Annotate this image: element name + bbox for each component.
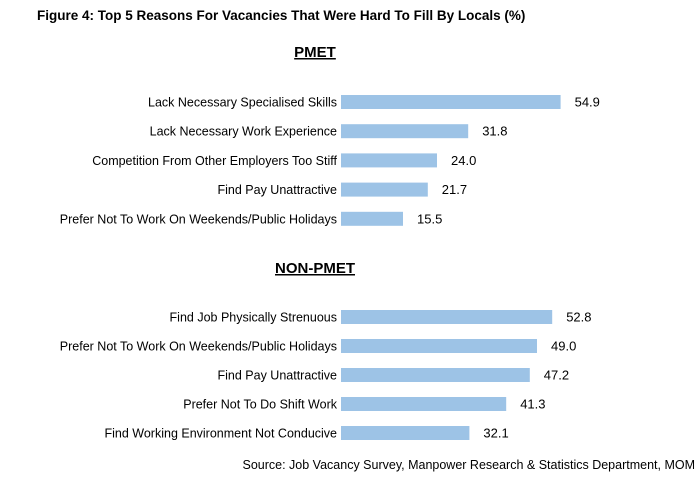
pmet-bar [341,153,437,168]
non-pmet-value-label: 49.0 [551,339,576,354]
pmet-section-title: PMET [294,44,336,61]
pmet-category-label: Prefer Not To Work On Weekends/Public Ho… [60,212,337,226]
pmet-bar [341,95,561,109]
non-pmet-section-title: NON-PMET [275,260,355,277]
pmet-category-label: Competition From Other Employers Too Sti… [92,154,337,168]
pmet-value-label: 54.9 [575,95,600,110]
pmet-value-label: 24.0 [451,153,476,168]
pmet-category-label: Lack Necessary Specialised Skills [148,96,337,110]
pmet-bar [341,211,403,226]
non-pmet-bar [341,426,470,440]
pmet-category-label: Find Pay Unattractive [218,183,338,197]
non-pmet-category-label: Find Working Environment Not Conducive [104,427,337,441]
non-pmet-category-label: Find Pay Unattractive [218,369,338,383]
non-pmet-value-label: 52.8 [566,310,591,325]
chart-title: Figure 4: Top 5 Reasons For Vacancies Th… [37,8,525,23]
pmet-panel: PMET Lack Necessary Specialised Skills 54… [60,44,600,226]
non-pmet-category-label: Prefer Not To Work On Weekends/Public Ho… [60,340,337,354]
pmet-value-label: 21.7 [442,182,467,197]
source-note: Source: Job Vacancy Survey, Manpower Res… [243,458,696,472]
non-pmet-bar [341,368,530,382]
non-pmet-panel: NON-PMET Find Job Physically Strenuous 52… [60,260,592,441]
pmet-category-label: Lack Necessary Work Experience [150,125,337,139]
non-pmet-bar [341,339,537,353]
non-pmet-category-label: Find Job Physically Strenuous [170,311,337,325]
pmet-bar [341,182,428,197]
non-pmet-category-label: Prefer Not To Do Shift Work [183,398,338,412]
non-pmet-bar [341,310,553,324]
non-pmet-bar [341,397,507,411]
pmet-value-label: 15.5 [417,211,442,226]
non-pmet-value-label: 41.3 [520,397,545,412]
pmet-bar [341,124,469,139]
non-pmet-value-label: 32.1 [483,426,508,441]
pmet-value-label: 31.8 [482,124,507,139]
non-pmet-value-label: 47.2 [544,368,569,383]
